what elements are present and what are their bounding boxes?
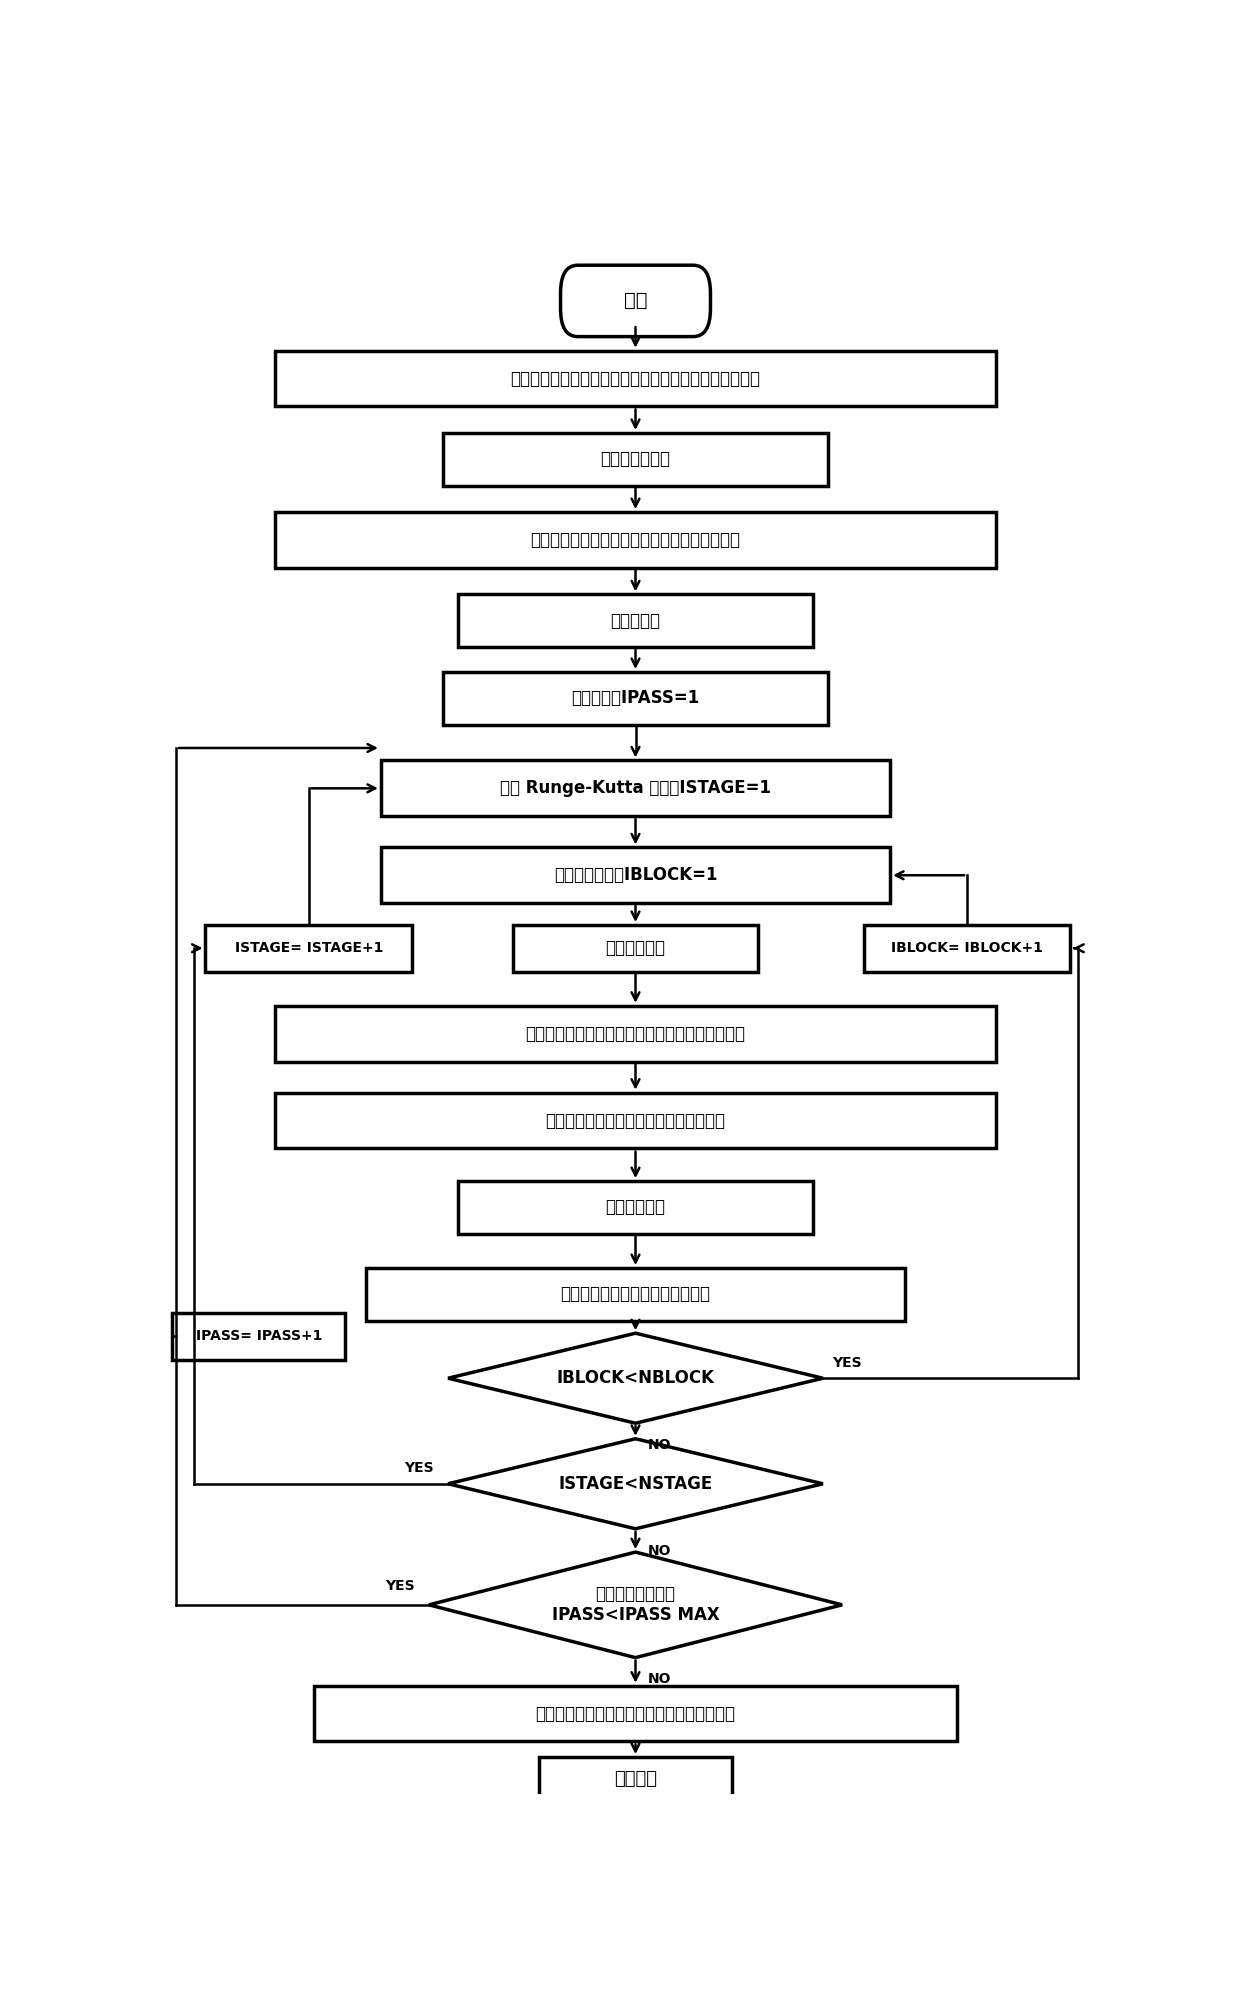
Text: NO: NO: [647, 1544, 671, 1558]
Polygon shape: [448, 1439, 823, 1528]
FancyBboxPatch shape: [367, 1268, 905, 1320]
FancyBboxPatch shape: [444, 433, 828, 486]
Text: 输出结果: 输出结果: [614, 1770, 657, 1788]
FancyBboxPatch shape: [560, 266, 711, 337]
Text: 边界条件设置: 边界条件设置: [605, 939, 666, 958]
Text: NO: NO: [647, 1673, 671, 1685]
FancyBboxPatch shape: [458, 1181, 813, 1234]
Text: 四步 Runge-Kutta 计算，ISTAGE=1: 四步 Runge-Kutta 计算，ISTAGE=1: [500, 780, 771, 798]
Text: 计算控制单元的残差并进行隐式残差光顺: 计算控制单元的残差并进行隐式残差光顺: [546, 1111, 725, 1129]
Text: YES: YES: [832, 1355, 862, 1369]
FancyBboxPatch shape: [458, 595, 813, 647]
Polygon shape: [429, 1552, 842, 1657]
FancyBboxPatch shape: [172, 1312, 345, 1359]
FancyBboxPatch shape: [864, 925, 1070, 972]
Text: 迭代开始，IPASS=1: 迭代开始，IPASS=1: [572, 689, 699, 708]
FancyBboxPatch shape: [275, 1093, 996, 1149]
Text: 开始: 开始: [624, 292, 647, 310]
Text: YES: YES: [386, 1579, 415, 1593]
FancyBboxPatch shape: [444, 671, 828, 724]
Text: 输入参数无量纲: 输入参数无量纲: [600, 450, 671, 468]
Text: ISTAGE<NSTAGE: ISTAGE<NSTAGE: [558, 1476, 713, 1492]
FancyBboxPatch shape: [275, 512, 996, 569]
Text: IPASS= IPASS+1: IPASS= IPASS+1: [196, 1329, 322, 1343]
Text: 恢复参数量纲并将单元中心值插值到网格节点: 恢复参数量纲并将单元中心值插值到网格节点: [536, 1704, 735, 1722]
Text: 初始化流场: 初始化流场: [610, 611, 661, 629]
Polygon shape: [448, 1333, 823, 1423]
FancyBboxPatch shape: [314, 1685, 957, 1742]
FancyBboxPatch shape: [381, 847, 890, 903]
Text: YES: YES: [404, 1462, 434, 1476]
FancyBboxPatch shape: [513, 925, 758, 972]
Text: NO: NO: [647, 1437, 671, 1452]
FancyBboxPatch shape: [206, 925, 412, 972]
Text: 计算几何变量，包括控制单元中心坐标、面积等: 计算几何变量，包括控制单元中心坐标、面积等: [531, 530, 740, 548]
FancyBboxPatch shape: [275, 351, 996, 407]
Text: ISTAGE= ISTAGE+1: ISTAGE= ISTAGE+1: [234, 941, 383, 956]
FancyBboxPatch shape: [275, 1006, 996, 1062]
Text: 根据平均流面法向量修正流场变量: 根据平均流面法向量修正流场变量: [560, 1286, 711, 1304]
FancyBboxPatch shape: [381, 760, 890, 816]
Text: 输入数据：网格、几何、边条、控制参数，落后角及损失: 输入数据：网格、几何、边条、控制参数，落后角及损失: [511, 369, 760, 387]
FancyBboxPatch shape: [539, 1758, 732, 1800]
Text: 计算对流通量、粘性通量、源项（包含叶片损失）: 计算对流通量、粘性通量、源项（包含叶片损失）: [526, 1024, 745, 1042]
Text: 多块网格计算，IBLOCK=1: 多块网格计算，IBLOCK=1: [554, 867, 717, 885]
Text: 更新流场变量: 更新流场变量: [605, 1198, 666, 1216]
Text: IBLOCK= IBLOCK+1: IBLOCK= IBLOCK+1: [892, 941, 1043, 956]
Text: 残差大于限制值或
IPASS<IPASS MAX: 残差大于限制值或 IPASS<IPASS MAX: [552, 1585, 719, 1625]
Text: IBLOCK<NBLOCK: IBLOCK<NBLOCK: [557, 1369, 714, 1387]
